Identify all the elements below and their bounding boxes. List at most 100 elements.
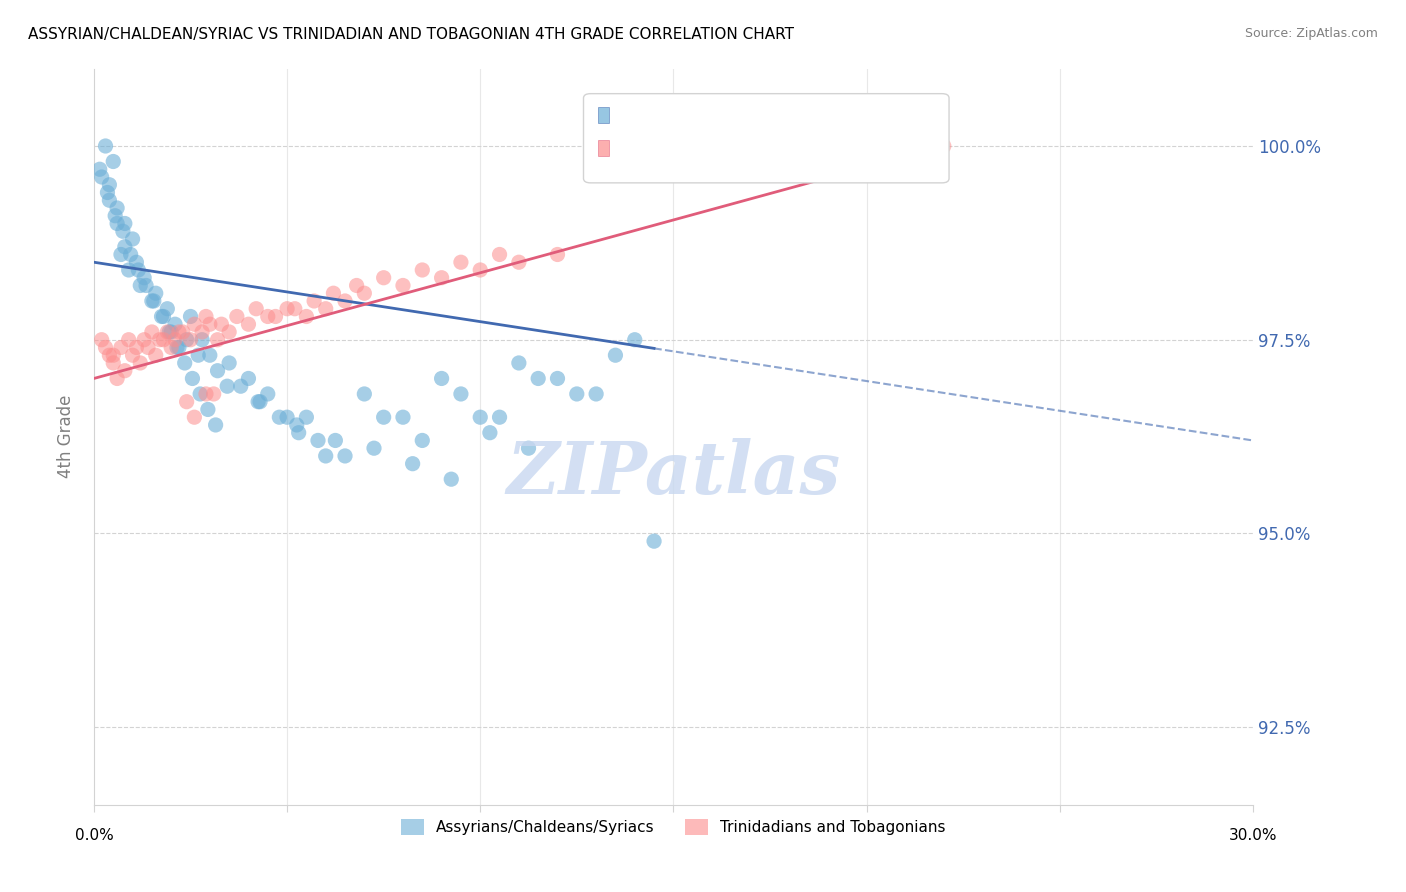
Point bbox=[202, 387, 225, 401]
Point bbox=[392, 278, 415, 293]
Point bbox=[517, 441, 540, 455]
Point bbox=[295, 410, 318, 425]
Point bbox=[249, 394, 271, 409]
Point bbox=[401, 457, 423, 471]
Point bbox=[238, 317, 260, 331]
Point bbox=[605, 348, 627, 362]
Point bbox=[440, 472, 463, 486]
Point bbox=[136, 341, 159, 355]
Point bbox=[207, 364, 229, 378]
Point bbox=[135, 278, 157, 293]
Point bbox=[430, 371, 453, 385]
Point bbox=[121, 232, 143, 246]
Point bbox=[225, 310, 247, 324]
Legend: Assyrians/Chaldeans/Syriacs, Trinidadians and Tobagonians: Assyrians/Chaldeans/Syriacs, Trinidadian… bbox=[395, 813, 952, 841]
Point bbox=[145, 348, 167, 362]
Point bbox=[285, 417, 308, 432]
Point bbox=[585, 387, 607, 401]
Point bbox=[104, 209, 127, 223]
Point bbox=[172, 325, 194, 339]
Text: R = -0.242   N = 81: R = -0.242 N = 81 bbox=[612, 107, 785, 121]
Point bbox=[488, 410, 510, 425]
Point bbox=[118, 263, 141, 277]
Point bbox=[218, 356, 240, 370]
Point bbox=[269, 410, 291, 425]
Point bbox=[547, 247, 569, 261]
Point bbox=[165, 333, 187, 347]
Point bbox=[173, 356, 195, 370]
Point bbox=[120, 247, 142, 261]
Point bbox=[218, 325, 240, 339]
Point bbox=[188, 387, 211, 401]
Point bbox=[373, 410, 395, 425]
Point bbox=[322, 286, 344, 301]
Point bbox=[209, 317, 232, 331]
Point bbox=[166, 341, 188, 355]
Point bbox=[105, 371, 128, 385]
Point bbox=[134, 333, 156, 347]
Point bbox=[194, 387, 217, 401]
Point bbox=[411, 434, 433, 448]
Point bbox=[125, 341, 148, 355]
Point bbox=[114, 240, 136, 254]
Point bbox=[179, 310, 201, 324]
Point bbox=[333, 449, 356, 463]
Point bbox=[89, 162, 111, 177]
Point bbox=[207, 333, 229, 347]
Point bbox=[110, 341, 132, 355]
Text: 30.0%: 30.0% bbox=[1229, 828, 1277, 843]
Text: 0.0%: 0.0% bbox=[75, 828, 114, 843]
Point bbox=[450, 255, 472, 269]
Point bbox=[643, 534, 665, 549]
Point bbox=[353, 286, 375, 301]
Point bbox=[152, 333, 174, 347]
Point bbox=[105, 201, 128, 215]
Point bbox=[98, 348, 121, 362]
Point bbox=[353, 387, 375, 401]
Point bbox=[90, 169, 112, 184]
Point bbox=[134, 270, 156, 285]
Point bbox=[217, 379, 239, 393]
Text: ASSYRIAN/CHALDEAN/SYRIAC VS TRINIDADIAN AND TOBAGONIAN 4TH GRADE CORRELATION CHA: ASSYRIAN/CHALDEAN/SYRIAC VS TRINIDADIAN … bbox=[28, 27, 794, 42]
Point bbox=[527, 371, 550, 385]
Point bbox=[302, 293, 325, 308]
Point bbox=[508, 255, 530, 269]
Point bbox=[198, 317, 221, 331]
Point bbox=[284, 301, 307, 316]
Point bbox=[150, 310, 173, 324]
Point bbox=[111, 224, 134, 238]
Point bbox=[141, 293, 163, 308]
Text: R =  0.382   N = 59: R = 0.382 N = 59 bbox=[612, 140, 785, 154]
Point bbox=[508, 356, 530, 370]
Point bbox=[142, 293, 165, 308]
Point bbox=[547, 371, 569, 385]
Point bbox=[325, 434, 347, 448]
Point bbox=[470, 410, 492, 425]
Point bbox=[103, 154, 125, 169]
Point bbox=[623, 333, 645, 347]
Point bbox=[176, 394, 198, 409]
Point bbox=[156, 301, 179, 316]
Point bbox=[229, 379, 252, 393]
Point bbox=[198, 348, 221, 362]
Point bbox=[141, 325, 163, 339]
Point bbox=[450, 387, 472, 401]
Point bbox=[98, 193, 121, 207]
Point bbox=[204, 417, 226, 432]
Point bbox=[373, 270, 395, 285]
Point bbox=[276, 410, 298, 425]
Point bbox=[470, 263, 492, 277]
Y-axis label: 4th Grade: 4th Grade bbox=[58, 395, 75, 478]
Point bbox=[125, 255, 148, 269]
Point bbox=[247, 394, 270, 409]
Point bbox=[245, 301, 267, 316]
Point bbox=[121, 348, 143, 362]
Point bbox=[238, 371, 260, 385]
Point bbox=[191, 333, 214, 347]
Point bbox=[105, 217, 128, 231]
Point bbox=[103, 356, 125, 370]
Point bbox=[129, 356, 152, 370]
Point bbox=[149, 333, 172, 347]
Point bbox=[114, 364, 136, 378]
Point bbox=[176, 333, 198, 347]
